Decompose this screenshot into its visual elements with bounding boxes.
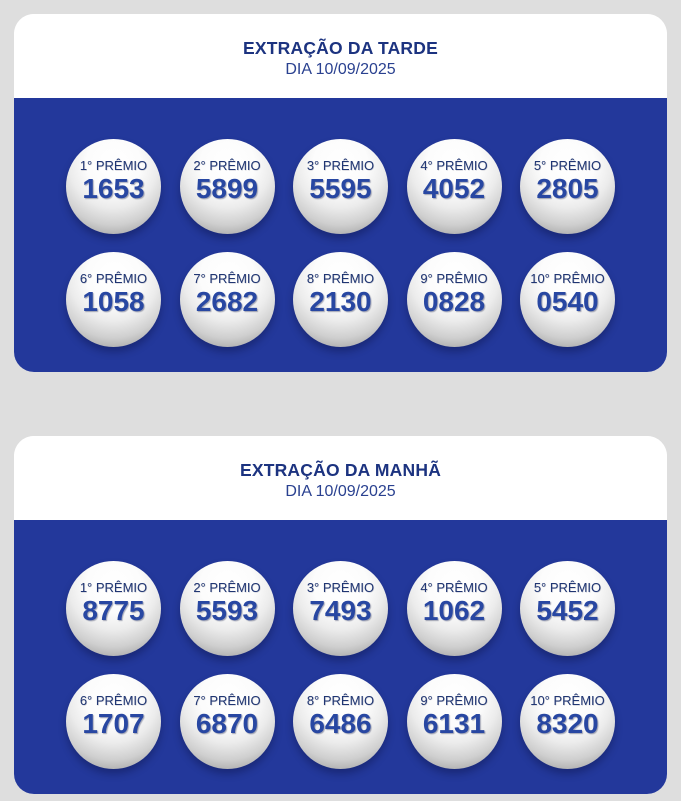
prize-label: 7° PRÊMIO — [193, 271, 261, 287]
prize-ball: 10° PRÊMIO 0540 — [520, 252, 615, 347]
prize-label: 10° PRÊMIO — [530, 271, 605, 287]
draw-card-tarde: EXTRAÇÃO DA TARDE DIA 10/09/2025 1° PRÊM… — [14, 14, 667, 372]
prize-label: 5° PRÊMIO — [533, 158, 602, 174]
prize-number: 2130 — [309, 286, 372, 318]
prize-label: 5° PRÊMIO — [533, 580, 602, 596]
prize-number: 7493 — [309, 595, 372, 627]
prize-number: 2805 — [536, 173, 599, 205]
prize-number: 1062 — [422, 595, 486, 627]
prize-number: 2682 — [195, 286, 259, 318]
prize-ball: 7° PRÊMIO 2682 — [179, 252, 275, 347]
prize-ball: 5° PRÊMIO 2805 — [520, 139, 615, 234]
prize-label: 8° PRÊMIO — [306, 693, 375, 709]
draw-card-manha: EXTRAÇÃO DA MANHÃ DIA 10/09/2025 1° PRÊM… — [14, 436, 667, 794]
prize-label: 2° PRÊMIO — [193, 158, 261, 174]
prize-number: 1058 — [82, 286, 145, 318]
prize-number: 6870 — [195, 708, 259, 740]
prize-label: 3° PRÊMIO — [306, 158, 375, 174]
prize-ball: 9° PRÊMIO 6131 — [406, 674, 502, 769]
prize-label: 3° PRÊMIO — [306, 580, 375, 596]
prize-label: 7° PRÊMIO — [193, 693, 261, 709]
prize-label: 4° PRÊMIO — [420, 158, 488, 174]
card-body: 1° PRÊMIO 8775 2° PRÊMIO 5593 3° PRÊMIO 7493 4… — [14, 520, 667, 794]
prize-number: 8320 — [536, 708, 599, 740]
prize-ball: 10° PRÊMIO 8320 — [520, 674, 615, 769]
prize-ball: 6° PRÊMIO 1707 — [66, 674, 161, 769]
prize-label: 10° PRÊMIO — [530, 693, 605, 709]
prize-number: 0540 — [536, 286, 599, 318]
prize-label: 4° PRÊMIO — [420, 580, 488, 596]
card-header: EXTRAÇÃO DA MANHÃ DIA 10/09/2025 — [14, 436, 667, 520]
prize-ball: 7° PRÊMIO 6870 — [179, 674, 275, 769]
prize-ball: 4° PRÊMIO 4052 — [406, 139, 502, 234]
prize-balls-grid: 1° PRÊMIO 8775 2° PRÊMIO 5593 3° PRÊMIO 7493 4… — [66, 561, 615, 769]
prize-number: 6131 — [422, 708, 486, 740]
prize-label: 1° PRÊMIO — [79, 580, 148, 596]
prize-label: 6° PRÊMIO — [79, 693, 148, 709]
prize-ball: 2° PRÊMIO 5593 — [179, 561, 275, 656]
prize-label: 9° PRÊMIO — [420, 693, 488, 709]
prize-ball: 3° PRÊMIO 7493 — [293, 561, 388, 656]
prize-ball: 1° PRÊMIO 1653 — [66, 139, 161, 234]
prize-ball: 3° PRÊMIO 5595 — [293, 139, 388, 234]
prize-number: 6486 — [309, 708, 372, 740]
prize-number: 5593 — [195, 595, 259, 627]
prize-label: 6° PRÊMIO — [79, 271, 148, 287]
draw-date: DIA 10/09/2025 — [285, 482, 396, 500]
prize-label: 8° PRÊMIO — [306, 271, 375, 287]
prize-ball: 8° PRÊMIO 2130 — [293, 252, 388, 347]
draw-date: DIA 10/09/2025 — [285, 60, 396, 78]
prize-label: 1° PRÊMIO — [79, 158, 148, 174]
prize-ball: 6° PRÊMIO 1058 — [66, 252, 161, 347]
prize-number: 5899 — [195, 173, 259, 205]
card-body: 1° PRÊMIO 1653 2° PRÊMIO 5899 3° PRÊMIO 5595 4… — [14, 98, 667, 372]
prize-number: 1653 — [82, 173, 145, 205]
prize-number: 8775 — [82, 595, 145, 627]
prize-ball: 1° PRÊMIO 8775 — [66, 561, 161, 656]
prize-label: 9° PRÊMIO — [420, 271, 488, 287]
prize-number: 5452 — [536, 595, 599, 627]
prize-balls-grid: 1° PRÊMIO 1653 2° PRÊMIO 5899 3° PRÊMIO 5595 4… — [66, 139, 615, 347]
prize-ball: 8° PRÊMIO 6486 — [293, 674, 388, 769]
card-header: EXTRAÇÃO DA TARDE DIA 10/09/2025 — [14, 14, 667, 98]
draw-title: EXTRAÇÃO DA TARDE — [243, 37, 438, 58]
prize-ball: 4° PRÊMIO 1062 — [406, 561, 502, 656]
prize-ball: 5° PRÊMIO 5452 — [520, 561, 615, 656]
prize-number: 0828 — [422, 286, 486, 318]
prize-number: 1707 — [82, 708, 145, 740]
prize-ball: 9° PRÊMIO 0828 — [406, 252, 502, 347]
prize-number: 4052 — [422, 173, 486, 205]
draw-title: EXTRAÇÃO DA MANHÃ — [239, 459, 442, 480]
prize-label: 2° PRÊMIO — [193, 580, 261, 596]
prize-number: 5595 — [309, 173, 372, 205]
prize-ball: 2° PRÊMIO 5899 — [179, 139, 275, 234]
